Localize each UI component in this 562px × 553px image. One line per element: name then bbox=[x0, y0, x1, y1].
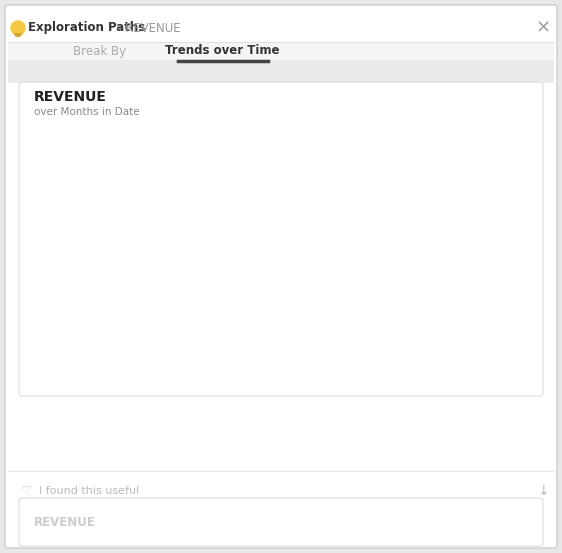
Text: REVENUE: REVENUE bbox=[34, 90, 107, 104]
Bar bbox=[8, 42, 554, 60]
FancyBboxPatch shape bbox=[5, 5, 557, 548]
Bar bbox=[284, 326, 529, 373]
Text: ×: × bbox=[536, 19, 551, 37]
Text: Trends over Time: Trends over Time bbox=[165, 44, 279, 58]
Text: ↓: ↓ bbox=[537, 484, 549, 498]
Bar bbox=[279, 343, 289, 359]
Legend: REVENUE: REVENUE bbox=[267, 390, 334, 400]
Text: Exploration Paths: Exploration Paths bbox=[28, 22, 145, 34]
Bar bbox=[8, 60, 554, 83]
FancyBboxPatch shape bbox=[19, 498, 543, 546]
Text: over Months in Date: over Months in Date bbox=[34, 107, 139, 117]
FancyBboxPatch shape bbox=[19, 82, 543, 396]
Text: Break By: Break By bbox=[74, 44, 126, 58]
Circle shape bbox=[11, 21, 25, 35]
Text: ♡  I found this useful: ♡ I found this useful bbox=[22, 486, 139, 496]
Text: - REVENUE: - REVENUE bbox=[117, 22, 180, 34]
Bar bbox=[524, 343, 534, 359]
Text: REVENUE: REVENUE bbox=[34, 515, 96, 529]
